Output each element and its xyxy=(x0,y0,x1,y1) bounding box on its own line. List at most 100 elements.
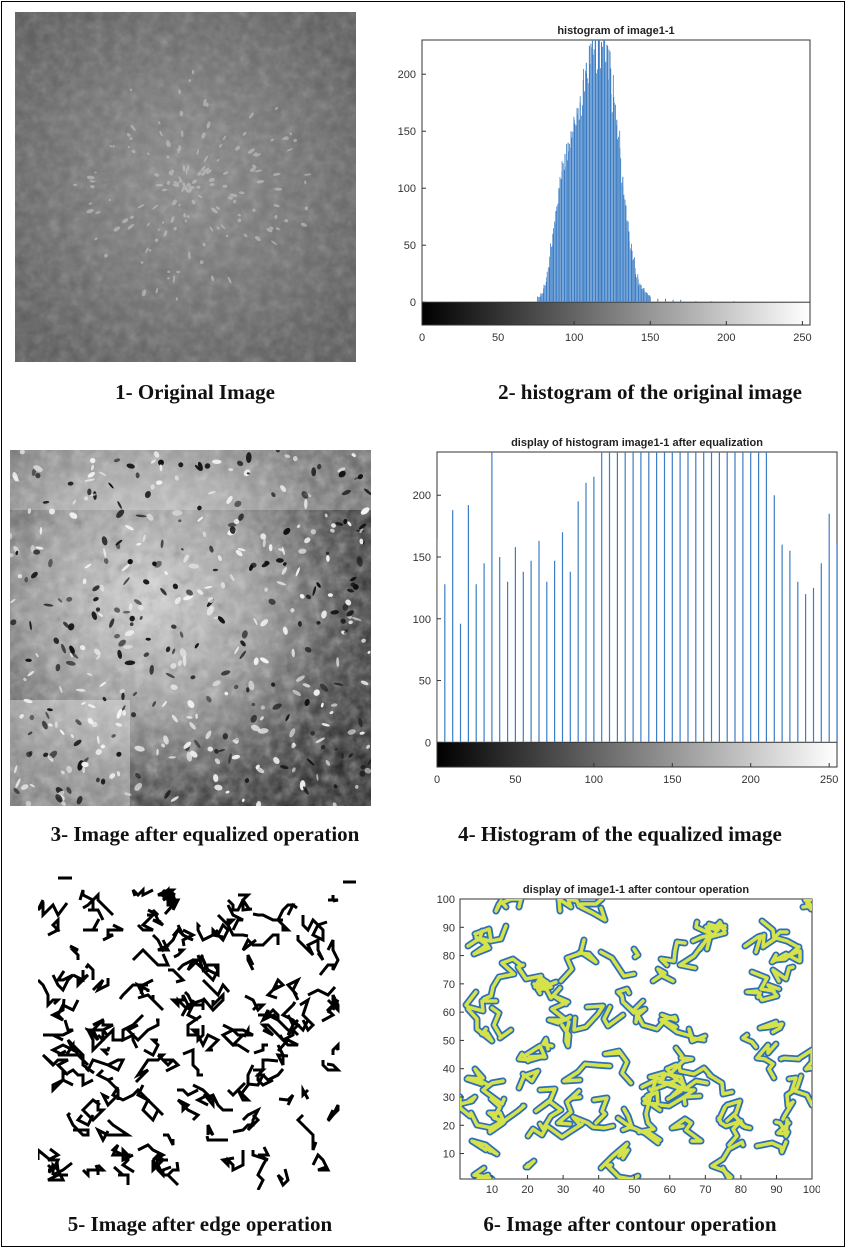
edge-segment xyxy=(88,1163,107,1175)
edge-segment xyxy=(136,913,157,932)
contour-inner xyxy=(464,990,498,1013)
hist1-xtick-label: 250 xyxy=(793,332,811,344)
edge-segment xyxy=(253,1043,268,1055)
contour-inner xyxy=(602,1005,625,1028)
contour-ytick-label: 30 xyxy=(443,1092,455,1104)
hist1-colorbar xyxy=(421,301,811,326)
contour-chart: display of image1-1 after contour operat… xyxy=(437,884,820,1196)
edge-segment xyxy=(84,962,95,980)
edge-segment xyxy=(201,991,225,1013)
contour-inner xyxy=(787,1076,812,1107)
contour-inner xyxy=(517,1044,547,1063)
hist1-ytick-label: 150 xyxy=(398,126,416,138)
hist2-ytick-label: 150 xyxy=(413,552,431,564)
contour-ytick-label: 80 xyxy=(443,951,455,963)
caption-1: 1- Original Image xyxy=(115,380,275,404)
edge-segment xyxy=(99,1046,111,1057)
edge-segment xyxy=(311,1152,331,1172)
edge-segment xyxy=(247,1068,267,1087)
edge-segment xyxy=(275,902,298,922)
edge-segment xyxy=(69,944,80,960)
contour-inner xyxy=(472,935,492,956)
edge-segment xyxy=(121,1013,145,1049)
edge-segment xyxy=(222,1023,254,1048)
contour-inner xyxy=(642,1090,662,1112)
contour-inner xyxy=(725,1099,742,1123)
edge-segment xyxy=(51,970,75,993)
edge-segment xyxy=(206,1124,215,1137)
caption-4: 4- Histogram of the equalized image xyxy=(458,822,782,846)
contour-inner xyxy=(494,899,523,913)
hist2-xtick-label: 50 xyxy=(509,774,521,786)
contour-inner xyxy=(743,934,763,954)
caption-3: 3- Image after equalized operation xyxy=(50,822,360,846)
edge-segment xyxy=(321,1060,342,1072)
contour-ytick-label: 70 xyxy=(443,979,455,991)
contour-title: display of image1-1 after contour operat… xyxy=(523,884,749,896)
edge-segment xyxy=(244,994,267,1013)
caption-5: 5- Image after edge operation xyxy=(67,1212,333,1236)
edge-segment xyxy=(161,888,175,915)
edge-segment xyxy=(110,1086,160,1112)
contour-xtick-label: 30 xyxy=(557,1184,569,1196)
hist1-xtick-label: 0 xyxy=(419,332,425,344)
contour-inner xyxy=(632,947,640,959)
contour-inner xyxy=(781,1074,803,1121)
edge-segment xyxy=(261,1058,279,1070)
edge-segment xyxy=(101,1018,114,1040)
contour-inner xyxy=(560,1020,571,1048)
contour-xtick-label: 70 xyxy=(699,1184,711,1196)
contour-inner xyxy=(670,1117,703,1143)
contour-inner xyxy=(532,976,562,1000)
contour-xtick-label: 40 xyxy=(593,1184,605,1196)
contour-ytick-label: 60 xyxy=(443,1007,455,1019)
edge-segment xyxy=(276,1026,300,1053)
edge-segment xyxy=(91,978,110,994)
contour-inner xyxy=(659,940,687,967)
edge-segment xyxy=(301,1084,310,1100)
contour-inner xyxy=(687,1027,707,1043)
contour-inner xyxy=(460,1095,477,1118)
edge-segment xyxy=(240,1064,255,1094)
contour-ytick-label: 90 xyxy=(443,922,455,934)
hist1-ytick-label: 200 xyxy=(398,69,416,81)
contour-inner xyxy=(517,1069,540,1090)
hist1-ytick-label: 0 xyxy=(410,297,416,309)
edge-segment xyxy=(43,1019,74,1042)
histogram-equalized-chart: display of histogram image1-1 after equa… xyxy=(413,437,839,786)
edge-segment xyxy=(275,1044,289,1066)
edge-segment xyxy=(259,1007,294,1032)
edge-segment xyxy=(83,918,101,932)
hist2-ytick-label: 0 xyxy=(425,737,431,749)
edge-segment xyxy=(219,1150,245,1173)
edge-segment xyxy=(318,939,340,976)
edge-segment xyxy=(135,1084,165,1123)
contour-inner xyxy=(779,1048,812,1071)
hist2-xtick-label: 100 xyxy=(585,774,603,786)
contour-inner xyxy=(801,899,812,911)
contour-inner xyxy=(755,1042,778,1080)
contour-inner xyxy=(651,967,675,983)
edge-segment xyxy=(186,953,210,973)
edge-segment xyxy=(238,893,252,910)
contour-inner xyxy=(579,899,607,922)
contour-inner xyxy=(694,920,727,936)
edge-segment xyxy=(156,1053,181,1073)
contour-inner xyxy=(758,1020,784,1034)
contour-inner xyxy=(466,929,484,948)
edge-segment xyxy=(101,1026,127,1042)
edge-segment xyxy=(201,978,231,998)
contour-inner xyxy=(556,1089,582,1126)
edge-segment xyxy=(80,1098,107,1123)
contour-xtick-label: 20 xyxy=(521,1184,533,1196)
contour-inner xyxy=(717,1105,743,1147)
contour-inner xyxy=(572,1004,605,1032)
contour-inner xyxy=(741,1033,758,1049)
contour-inner xyxy=(616,987,631,1004)
edge-segment xyxy=(41,1053,70,1077)
contour-xtick-label: 90 xyxy=(770,1184,782,1196)
edge-segment xyxy=(169,994,190,1010)
edge-segment xyxy=(131,886,154,898)
edge-segment xyxy=(38,978,62,1009)
contour-inner xyxy=(784,1118,790,1138)
